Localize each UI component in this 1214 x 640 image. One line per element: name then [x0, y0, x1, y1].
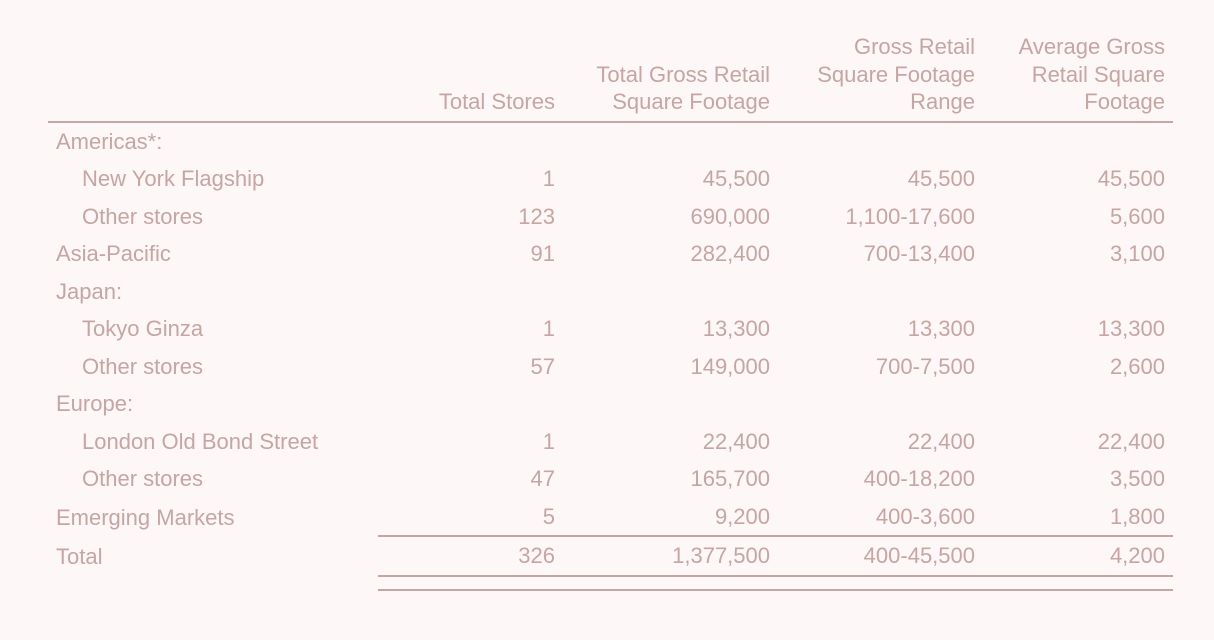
cell: 1 [378, 310, 563, 348]
cell [983, 273, 1173, 311]
row-label: Other stores [48, 348, 378, 386]
table-row: London Old Bond Street122,40022,40022,40… [48, 423, 1173, 461]
cell [378, 122, 563, 161]
cell: 3,500 [983, 460, 1173, 498]
cell [778, 385, 983, 423]
cell [563, 273, 778, 311]
retail-footage-table-container: Total Stores Total Gross RetailSquare Fo… [0, 0, 1214, 640]
cell: 5,600 [983, 198, 1173, 236]
cell: 57 [378, 348, 563, 386]
cell: 45,500 [778, 160, 983, 198]
col-header-gross-footage: Total Gross RetailSquare Footage [563, 28, 778, 122]
cell: 91 [378, 235, 563, 273]
cell: 22,400 [563, 423, 778, 461]
cell: 22,400 [983, 423, 1173, 461]
row-label: Emerging Markets [48, 498, 378, 537]
cell: 400-18,200 [778, 460, 983, 498]
table-row: Americas*: [48, 122, 1173, 161]
table-rule [48, 576, 1173, 586]
retail-footage-table: Total Stores Total Gross RetailSquare Fo… [48, 28, 1173, 600]
cell: 700-13,400 [778, 235, 983, 273]
cell: 5 [378, 498, 563, 537]
table-header: Total Stores Total Gross RetailSquare Fo… [48, 28, 1173, 122]
col-header-region [48, 28, 378, 122]
cell: 1 [378, 160, 563, 198]
table-row: Other stores47165,700400-18,2003,500 [48, 460, 1173, 498]
cell: 400-3,600 [778, 498, 983, 537]
table-body: Americas*:New York Flagship145,50045,500… [48, 122, 1173, 600]
cell: 326 [378, 536, 563, 576]
table-row: Emerging Markets59,200400-3,6001,800 [48, 498, 1173, 537]
table-row: Other stores123690,0001,100-17,6005,600 [48, 198, 1173, 236]
table-row: New York Flagship145,50045,50045,500 [48, 160, 1173, 198]
row-label: Japan: [48, 273, 378, 311]
cell [378, 273, 563, 311]
cell: 1,100-17,600 [778, 198, 983, 236]
cell: 282,400 [563, 235, 778, 273]
row-label: Europe: [48, 385, 378, 423]
cell: 1,377,500 [563, 536, 778, 576]
row-label: Other stores [48, 198, 378, 236]
row-label: Asia-Pacific [48, 235, 378, 273]
table-row: Japan: [48, 273, 1173, 311]
cell: 400-45,500 [778, 536, 983, 576]
cell: 690,000 [563, 198, 778, 236]
cell [778, 273, 983, 311]
cell: 700-7,500 [778, 348, 983, 386]
cell [563, 122, 778, 161]
col-header-avg-footage: Average GrossRetail SquareFootage [983, 28, 1173, 122]
table-row: Asia-Pacific91282,400700-13,4003,100 [48, 235, 1173, 273]
cell [378, 385, 563, 423]
table-rule [48, 590, 1173, 600]
row-label: New York Flagship [48, 160, 378, 198]
cell [778, 122, 983, 161]
table-row: Europe: [48, 385, 1173, 423]
cell: 9,200 [563, 498, 778, 537]
cell [563, 385, 778, 423]
col-header-total-stores: Total Stores [378, 28, 563, 122]
row-label: Tokyo Ginza [48, 310, 378, 348]
row-label: Total [48, 536, 378, 576]
cell: 13,300 [778, 310, 983, 348]
cell: 1,800 [983, 498, 1173, 537]
cell: 149,000 [563, 348, 778, 386]
cell: 45,500 [563, 160, 778, 198]
cell: 2,600 [983, 348, 1173, 386]
cell: 13,300 [563, 310, 778, 348]
cell: 123 [378, 198, 563, 236]
table-row: Tokyo Ginza113,30013,30013,300 [48, 310, 1173, 348]
cell: 45,500 [983, 160, 1173, 198]
table-row: Total3261,377,500400-45,5004,200 [48, 536, 1173, 576]
cell: 47 [378, 460, 563, 498]
cell [983, 385, 1173, 423]
cell: 1 [378, 423, 563, 461]
cell: 3,100 [983, 235, 1173, 273]
row-label: Americas*: [48, 122, 378, 161]
table-row: Other stores57149,000700-7,5002,600 [48, 348, 1173, 386]
cell: 165,700 [563, 460, 778, 498]
cell: 13,300 [983, 310, 1173, 348]
row-label: Other stores [48, 460, 378, 498]
cell [983, 122, 1173, 161]
row-label: London Old Bond Street [48, 423, 378, 461]
cell: 22,400 [778, 423, 983, 461]
col-header-footage-range: Gross RetailSquare FootageRange [778, 28, 983, 122]
cell: 4,200 [983, 536, 1173, 576]
